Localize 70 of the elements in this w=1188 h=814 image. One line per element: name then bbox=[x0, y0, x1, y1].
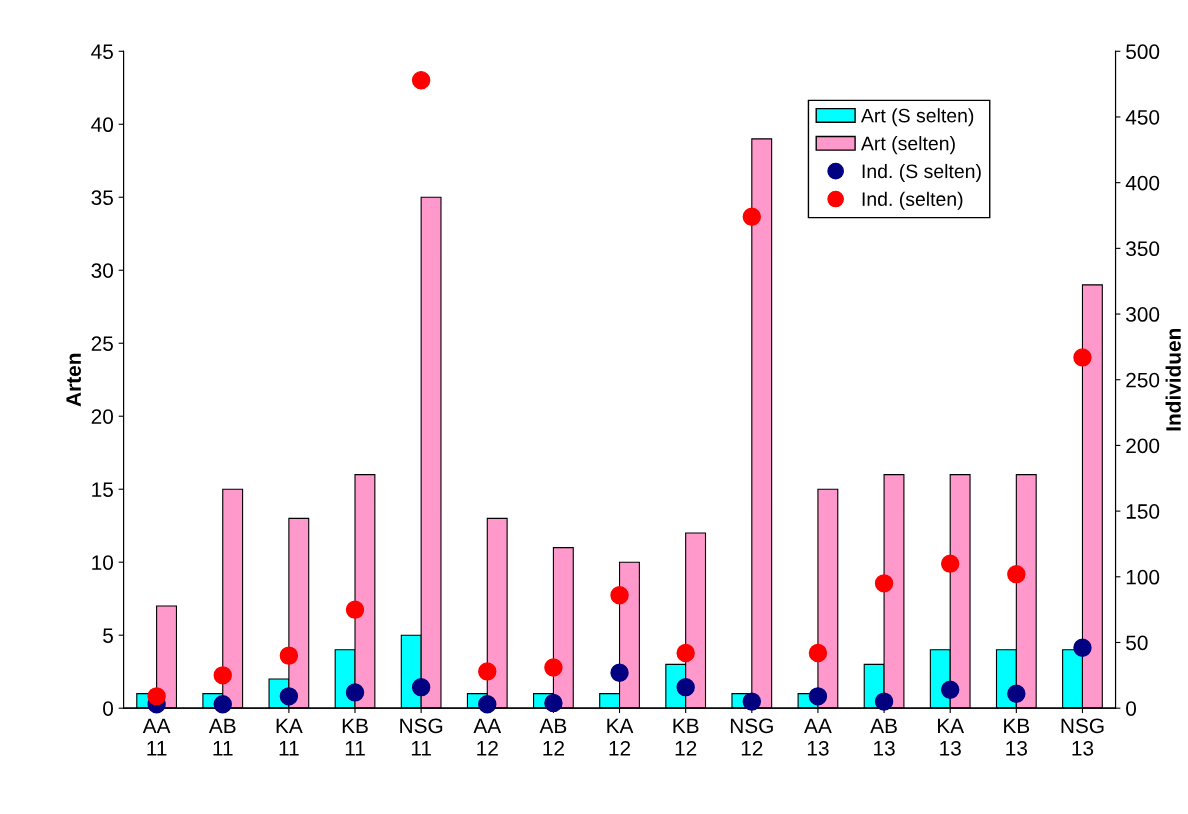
y-tick-label: 0 bbox=[103, 701, 114, 716]
legend-label: Ind. (selten) bbox=[862, 191, 963, 210]
point bbox=[941, 554, 960, 573]
y-tick-label: 40 bbox=[91, 117, 114, 133]
legend-label: Art (S selten) bbox=[860, 108, 974, 127]
x-tick-label: KA 11 bbox=[276, 718, 303, 756]
legend-label: Ind. (S selten) bbox=[862, 163, 981, 183]
point bbox=[808, 687, 828, 706]
point bbox=[279, 687, 299, 706]
x-tick-label: AA 12 bbox=[473, 718, 502, 756]
y-axis-title: Arten bbox=[66, 353, 81, 407]
y2-tick-label: 500 bbox=[1126, 44, 1160, 60]
x-tick-label: AB 11 bbox=[208, 718, 236, 756]
x-tick-label: KB 11 bbox=[342, 718, 368, 756]
point bbox=[1007, 684, 1026, 703]
y-tick-label: 30 bbox=[91, 263, 114, 278]
point bbox=[478, 662, 497, 681]
x-tick-label: KB 13 bbox=[1004, 718, 1030, 756]
point bbox=[742, 692, 762, 711]
point bbox=[742, 207, 762, 227]
x-tick-label: KB 12 bbox=[673, 718, 699, 756]
point bbox=[279, 646, 299, 665]
y2-tick-label: 400 bbox=[1125, 175, 1160, 191]
point bbox=[345, 600, 365, 619]
point bbox=[411, 70, 431, 90]
point bbox=[1073, 348, 1092, 367]
point bbox=[610, 585, 629, 605]
point bbox=[808, 643, 828, 663]
y2-tick-label: 100 bbox=[1126, 569, 1160, 585]
x-tick-label: AA 11 bbox=[142, 718, 171, 756]
point bbox=[213, 666, 232, 685]
legend-label: Art (selten) bbox=[860, 136, 955, 155]
point bbox=[544, 658, 563, 677]
point bbox=[676, 643, 695, 663]
y2-tick-label: 0 bbox=[1126, 701, 1137, 716]
y2-axis-title: Individuen bbox=[1165, 328, 1181, 431]
x-tick-label: NSG 13 bbox=[1061, 718, 1104, 756]
point bbox=[874, 692, 894, 711]
y2-tick-label: 200 bbox=[1126, 438, 1160, 454]
point bbox=[411, 677, 431, 697]
x-tick-label: KA 12 bbox=[607, 718, 634, 756]
y2-tick-label: 150 bbox=[1126, 504, 1160, 519]
point bbox=[610, 663, 629, 682]
x-tick-label: KA 13 bbox=[938, 718, 965, 756]
y-tick-label: 10 bbox=[92, 555, 114, 570]
y-tick-label: 15 bbox=[92, 482, 113, 497]
x-tick-label: AA 13 bbox=[804, 718, 832, 756]
y-tick-label: 25 bbox=[91, 336, 113, 351]
point bbox=[478, 695, 497, 714]
y-tick-label: 45 bbox=[91, 44, 113, 60]
x-tick-label: NSG 11 bbox=[400, 718, 443, 756]
point bbox=[213, 695, 232, 714]
point bbox=[1007, 564, 1026, 584]
point bbox=[1073, 638, 1092, 657]
x-tick-label: AB 13 bbox=[870, 718, 897, 756]
point bbox=[147, 687, 166, 706]
point bbox=[941, 680, 960, 699]
y2-tick-label: 350 bbox=[1126, 241, 1160, 257]
y2-tick-label: 450 bbox=[1125, 109, 1160, 125]
point bbox=[874, 574, 894, 593]
y-tick-label: 20 bbox=[91, 409, 114, 424]
y-tick-label: 35 bbox=[91, 190, 113, 206]
y-tick-label: 5 bbox=[103, 628, 113, 643]
point bbox=[345, 683, 365, 702]
x-tick-label: AB 12 bbox=[539, 718, 567, 756]
x-tick-label: NSG 12 bbox=[730, 718, 773, 756]
point bbox=[544, 693, 563, 713]
y2-tick-label: 250 bbox=[1126, 372, 1160, 388]
y2-tick-label: 300 bbox=[1126, 307, 1160, 322]
y2-tick-label: 50 bbox=[1126, 635, 1148, 651]
